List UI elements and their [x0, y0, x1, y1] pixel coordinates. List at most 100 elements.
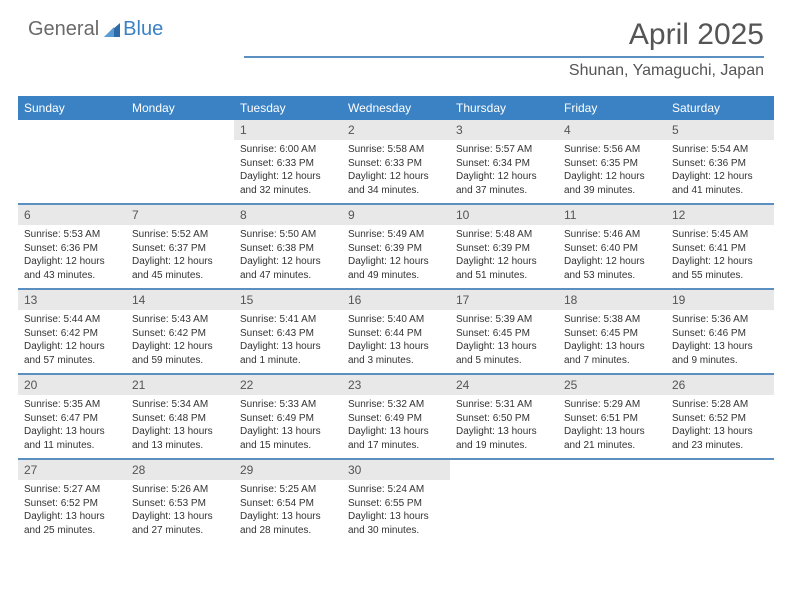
title-block: April 2025 Shunan, Yamaguchi, Japan — [244, 18, 764, 80]
day-cell: 19Sunrise: 5:36 AMSunset: 6:46 PMDayligh… — [666, 290, 774, 373]
day-details: Sunrise: 5:56 AMSunset: 6:35 PMDaylight:… — [558, 140, 666, 203]
calendar: SundayMondayTuesdayWednesdayThursdayFrid… — [18, 96, 774, 543]
day-details: Sunrise: 6:00 AMSunset: 6:33 PMDaylight:… — [234, 140, 342, 203]
day-details: Sunrise: 5:24 AMSunset: 6:55 PMDaylight:… — [342, 480, 450, 543]
weekday-header-row: SundayMondayTuesdayWednesdayThursdayFrid… — [18, 96, 774, 120]
day-details: Sunrise: 5:41 AMSunset: 6:43 PMDaylight:… — [234, 310, 342, 373]
day-cell: 25Sunrise: 5:29 AMSunset: 6:51 PMDayligh… — [558, 375, 666, 458]
day-cell: 9Sunrise: 5:49 AMSunset: 6:39 PMDaylight… — [342, 205, 450, 288]
logo: General Blue — [28, 18, 163, 41]
day-details: Sunrise: 5:57 AMSunset: 6:34 PMDaylight:… — [450, 140, 558, 203]
day-number: 15 — [234, 290, 342, 310]
day-cell: 6Sunrise: 5:53 AMSunset: 6:36 PMDaylight… — [18, 205, 126, 288]
weekday-label: Saturday — [666, 96, 774, 120]
logo-text-general: General — [28, 18, 99, 41]
week-row: 27Sunrise: 5:27 AMSunset: 6:52 PMDayligh… — [18, 458, 774, 543]
location: Shunan, Yamaguchi, Japan — [244, 56, 764, 80]
day-number: 5 — [666, 120, 774, 140]
day-cell: 11Sunrise: 5:46 AMSunset: 6:40 PMDayligh… — [558, 205, 666, 288]
day-details: Sunrise: 5:27 AMSunset: 6:52 PMDaylight:… — [18, 480, 126, 543]
weekday-label: Monday — [126, 96, 234, 120]
day-details: Sunrise: 5:31 AMSunset: 6:50 PMDaylight:… — [450, 395, 558, 458]
day-cell: 29Sunrise: 5:25 AMSunset: 6:54 PMDayligh… — [234, 460, 342, 543]
day-number: 13 — [18, 290, 126, 310]
day-details: Sunrise: 5:50 AMSunset: 6:38 PMDaylight:… — [234, 225, 342, 288]
month-title: April 2025 — [244, 18, 764, 52]
day-details: Sunrise: 5:26 AMSunset: 6:53 PMDaylight:… — [126, 480, 234, 543]
day-number: 25 — [558, 375, 666, 395]
day-number: 4 — [558, 120, 666, 140]
weekday-label: Thursday — [450, 96, 558, 120]
day-cell: 2Sunrise: 5:58 AMSunset: 6:33 PMDaylight… — [342, 120, 450, 203]
day-details: Sunrise: 5:34 AMSunset: 6:48 PMDaylight:… — [126, 395, 234, 458]
day-number: 28 — [126, 460, 234, 480]
day-number: 29 — [234, 460, 342, 480]
day-cell: 17Sunrise: 5:39 AMSunset: 6:45 PMDayligh… — [450, 290, 558, 373]
day-number — [558, 460, 666, 480]
day-number: 3 — [450, 120, 558, 140]
empty-cell — [450, 460, 558, 543]
day-details: Sunrise: 5:58 AMSunset: 6:33 PMDaylight:… — [342, 140, 450, 203]
day-number: 19 — [666, 290, 774, 310]
logo-sail-icon — [102, 21, 122, 39]
day-details: Sunrise: 5:40 AMSunset: 6:44 PMDaylight:… — [342, 310, 450, 373]
day-details: Sunrise: 5:38 AMSunset: 6:45 PMDaylight:… — [558, 310, 666, 373]
empty-cell — [18, 120, 126, 203]
day-number: 30 — [342, 460, 450, 480]
day-cell: 10Sunrise: 5:48 AMSunset: 6:39 PMDayligh… — [450, 205, 558, 288]
week-row: 13Sunrise: 5:44 AMSunset: 6:42 PMDayligh… — [18, 288, 774, 373]
header: General Blue April 2025 Shunan, Yamaguch… — [0, 0, 792, 90]
day-number: 10 — [450, 205, 558, 225]
day-details: Sunrise: 5:32 AMSunset: 6:49 PMDaylight:… — [342, 395, 450, 458]
day-number: 24 — [450, 375, 558, 395]
day-cell: 3Sunrise: 5:57 AMSunset: 6:34 PMDaylight… — [450, 120, 558, 203]
week-row: 6Sunrise: 5:53 AMSunset: 6:36 PMDaylight… — [18, 203, 774, 288]
day-details: Sunrise: 5:53 AMSunset: 6:36 PMDaylight:… — [18, 225, 126, 288]
day-cell: 22Sunrise: 5:33 AMSunset: 6:49 PMDayligh… — [234, 375, 342, 458]
weekday-label: Wednesday — [342, 96, 450, 120]
day-number: 1 — [234, 120, 342, 140]
day-details: Sunrise: 5:25 AMSunset: 6:54 PMDaylight:… — [234, 480, 342, 543]
day-details: Sunrise: 5:29 AMSunset: 6:51 PMDaylight:… — [558, 395, 666, 458]
day-number: 7 — [126, 205, 234, 225]
weekday-label: Tuesday — [234, 96, 342, 120]
day-cell: 5Sunrise: 5:54 AMSunset: 6:36 PMDaylight… — [666, 120, 774, 203]
day-cell: 26Sunrise: 5:28 AMSunset: 6:52 PMDayligh… — [666, 375, 774, 458]
day-number: 11 — [558, 205, 666, 225]
day-cell: 4Sunrise: 5:56 AMSunset: 6:35 PMDaylight… — [558, 120, 666, 203]
day-number — [18, 120, 126, 140]
day-cell: 30Sunrise: 5:24 AMSunset: 6:55 PMDayligh… — [342, 460, 450, 543]
day-number: 22 — [234, 375, 342, 395]
day-cell: 18Sunrise: 5:38 AMSunset: 6:45 PMDayligh… — [558, 290, 666, 373]
day-cell: 23Sunrise: 5:32 AMSunset: 6:49 PMDayligh… — [342, 375, 450, 458]
empty-cell — [666, 460, 774, 543]
day-number: 17 — [450, 290, 558, 310]
day-number — [126, 120, 234, 140]
day-cell: 20Sunrise: 5:35 AMSunset: 6:47 PMDayligh… — [18, 375, 126, 458]
day-details: Sunrise: 5:52 AMSunset: 6:37 PMDaylight:… — [126, 225, 234, 288]
day-details: Sunrise: 5:36 AMSunset: 6:46 PMDaylight:… — [666, 310, 774, 373]
weeks-grid: 1Sunrise: 6:00 AMSunset: 6:33 PMDaylight… — [18, 120, 774, 543]
day-number — [666, 460, 774, 480]
day-details: Sunrise: 5:28 AMSunset: 6:52 PMDaylight:… — [666, 395, 774, 458]
day-details: Sunrise: 5:39 AMSunset: 6:45 PMDaylight:… — [450, 310, 558, 373]
weekday-label: Friday — [558, 96, 666, 120]
day-number: 12 — [666, 205, 774, 225]
day-number: 20 — [18, 375, 126, 395]
day-cell: 13Sunrise: 5:44 AMSunset: 6:42 PMDayligh… — [18, 290, 126, 373]
day-number: 9 — [342, 205, 450, 225]
empty-cell — [126, 120, 234, 203]
logo-text-blue: Blue — [123, 18, 163, 41]
empty-cell — [558, 460, 666, 543]
day-number: 26 — [666, 375, 774, 395]
day-cell: 24Sunrise: 5:31 AMSunset: 6:50 PMDayligh… — [450, 375, 558, 458]
day-cell: 28Sunrise: 5:26 AMSunset: 6:53 PMDayligh… — [126, 460, 234, 543]
day-cell: 8Sunrise: 5:50 AMSunset: 6:38 PMDaylight… — [234, 205, 342, 288]
day-number: 27 — [18, 460, 126, 480]
day-details: Sunrise: 5:45 AMSunset: 6:41 PMDaylight:… — [666, 225, 774, 288]
day-cell: 1Sunrise: 6:00 AMSunset: 6:33 PMDaylight… — [234, 120, 342, 203]
day-cell: 12Sunrise: 5:45 AMSunset: 6:41 PMDayligh… — [666, 205, 774, 288]
day-number: 18 — [558, 290, 666, 310]
day-number: 14 — [126, 290, 234, 310]
week-row: 20Sunrise: 5:35 AMSunset: 6:47 PMDayligh… — [18, 373, 774, 458]
